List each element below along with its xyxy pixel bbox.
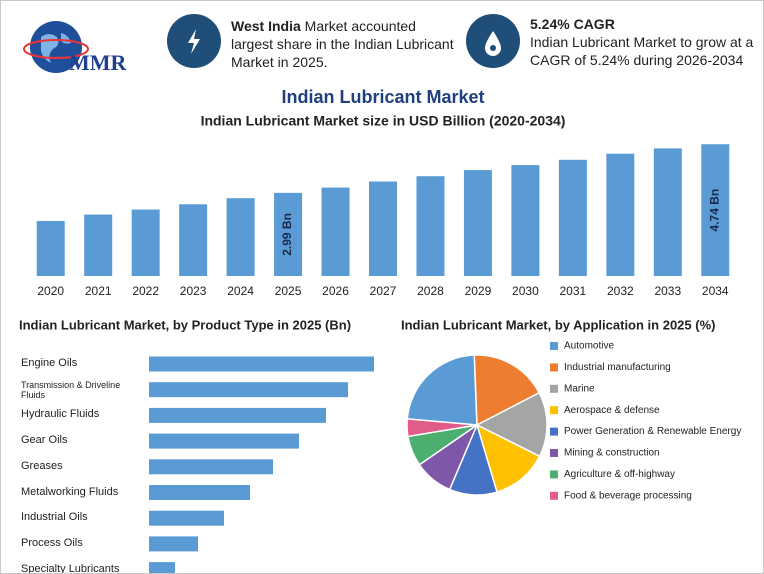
bar bbox=[179, 204, 208, 276]
bar bbox=[226, 198, 255, 276]
bar bbox=[149, 459, 273, 475]
chart-subtitle: Indian Lubricant Market size in USD Bill… bbox=[201, 113, 566, 129]
category-label: Hydraulic Fluids bbox=[21, 408, 100, 421]
chart-title: Indian Lubricant Market bbox=[281, 87, 484, 107]
legend-label: Industrial manufacturing bbox=[564, 362, 671, 373]
legend-swatch bbox=[550, 449, 558, 457]
legend-label: Power Generation & Renewable Energy bbox=[564, 426, 741, 437]
chart-title: Indian Lubricant Market, by Product Type… bbox=[19, 317, 351, 332]
pie-slice bbox=[406, 418, 478, 438]
bar bbox=[149, 562, 175, 573]
bar bbox=[416, 176, 445, 276]
bar bbox=[149, 433, 299, 449]
chart-title: Indian Lubricant Market, by Application … bbox=[401, 317, 715, 332]
legend-swatch bbox=[550, 363, 558, 372]
bar bbox=[84, 214, 113, 276]
card-body: Market accounted largest share in the In… bbox=[231, 18, 454, 70]
x-tick-label: 2025 bbox=[275, 284, 302, 298]
category-label: Process Oils bbox=[21, 536, 83, 549]
card-icon bbox=[466, 14, 520, 68]
legend-swatch bbox=[550, 491, 558, 500]
x-tick-label: 2021 bbox=[85, 284, 112, 298]
pie-slice bbox=[475, 391, 548, 458]
value-label: 4.74 Bn bbox=[707, 189, 721, 232]
bar bbox=[149, 510, 224, 526]
logo-text: MMR bbox=[69, 50, 128, 75]
category-label: Industrial Oils bbox=[21, 511, 88, 524]
card-highlight: West India bbox=[231, 18, 301, 34]
bar bbox=[149, 356, 374, 372]
bar bbox=[653, 148, 682, 276]
x-tick-label: 2034 bbox=[702, 284, 729, 298]
bar bbox=[606, 153, 635, 276]
legend-label: Aerospace & defense bbox=[564, 405, 660, 416]
value-label: 2.99 Bn bbox=[280, 213, 294, 256]
bar bbox=[321, 187, 350, 276]
x-tick-label: 2022 bbox=[132, 284, 159, 298]
pie-slice bbox=[406, 354, 478, 426]
category-label: Transmission & Driveline Fluids bbox=[21, 379, 121, 400]
category-label: Gear Oils bbox=[21, 434, 68, 447]
logo: MMR bbox=[23, 21, 128, 75]
category-label: Engine Oils bbox=[21, 357, 78, 369]
bar bbox=[149, 536, 198, 552]
bar bbox=[149, 485, 250, 500]
card-text: 5.24% CAGR Indian Lubricant Market to gro… bbox=[530, 15, 755, 69]
x-tick-label: 2026 bbox=[322, 284, 349, 298]
legend-swatch bbox=[550, 427, 558, 436]
category-label: Greases bbox=[21, 459, 63, 472]
bar bbox=[131, 209, 160, 276]
legend-label: Automotive bbox=[564, 341, 614, 352]
card-body: Indian Lubricant Market to grow at a CAG… bbox=[530, 34, 754, 68]
bar bbox=[369, 181, 397, 276]
x-tick-label: 2031 bbox=[560, 284, 587, 298]
bar bbox=[463, 170, 492, 276]
category-label: Specialty Lubricants bbox=[21, 562, 120, 574]
x-tick-label: 2023 bbox=[180, 284, 207, 298]
legend-swatch bbox=[550, 384, 558, 393]
x-tick-label: 2033 bbox=[654, 284, 681, 298]
legend-swatch bbox=[550, 470, 558, 479]
bar bbox=[149, 407, 326, 423]
x-tick-label: 2029 bbox=[465, 284, 492, 298]
category-label: Metalworking Fluids bbox=[21, 485, 119, 498]
x-tick-label: 2024 bbox=[227, 284, 254, 298]
bar bbox=[36, 220, 65, 276]
x-tick-label: 2027 bbox=[370, 284, 397, 298]
card-icon bbox=[167, 14, 221, 68]
x-tick-label: 2028 bbox=[417, 284, 444, 298]
x-tick-label: 2032 bbox=[607, 284, 634, 298]
bar bbox=[701, 144, 730, 276]
bar bbox=[558, 159, 587, 276]
pie-slice bbox=[473, 354, 541, 427]
legend-label: Marine bbox=[564, 383, 595, 394]
legend-label: Mining & construction bbox=[564, 448, 660, 459]
bar bbox=[149, 382, 348, 398]
x-tick-label: 2030 bbox=[512, 284, 539, 298]
legend-swatch bbox=[550, 342, 558, 350]
legend-swatch bbox=[550, 406, 558, 415]
card-title: 5.24% CAGR bbox=[530, 16, 615, 32]
legend-label: Food & beverage processing bbox=[564, 490, 692, 501]
bar bbox=[274, 192, 303, 276]
bar bbox=[511, 165, 540, 276]
x-tick-label: 2020 bbox=[37, 284, 64, 298]
legend-label: Agriculture & off-highway bbox=[564, 469, 675, 480]
card-text: West India Market accounted largest shar… bbox=[231, 17, 459, 71]
